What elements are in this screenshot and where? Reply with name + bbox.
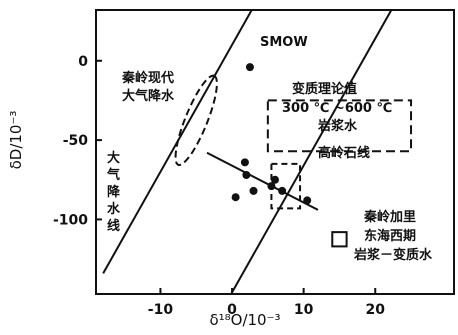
y-axis-title: δD/10⁻³ xyxy=(7,111,25,170)
data-point-0 xyxy=(245,63,254,72)
y-tick-label-2: -100 xyxy=(53,212,88,228)
theoretical-field-label-2: 300 ℃ ~600 ℃ xyxy=(282,101,392,116)
qinling-meteoric-label-1: 秦岭现代 xyxy=(121,70,174,86)
tie-line xyxy=(206,151,319,211)
x-tick-label-2: 10 xyxy=(294,302,314,318)
x-axis-title: δ¹⁸O/10⁻³ xyxy=(209,311,280,329)
data-point-4 xyxy=(271,175,279,184)
meteoric-line-char-2: 气 xyxy=(107,167,120,183)
data-point-2 xyxy=(242,171,251,180)
meteoric-line-char-5: 线 xyxy=(107,218,120,234)
meteoric-line-char-1: 大 xyxy=(107,150,120,166)
data-point-3 xyxy=(267,182,276,191)
smow-label: SMOW xyxy=(260,35,308,50)
magmatic-water-field xyxy=(270,162,302,210)
data-point-6 xyxy=(249,186,258,195)
caledonian-field xyxy=(331,231,348,248)
y-tick-label-1: -50 xyxy=(63,133,89,149)
points-layer xyxy=(231,63,312,205)
caledonian-label-3: 岩浆－变质水 xyxy=(353,247,433,263)
qinling-meteoric-field xyxy=(174,74,218,166)
data-point-5 xyxy=(231,193,240,202)
qinling-meteoric-label-2: 大气降水 xyxy=(122,88,175,104)
theoretical-field-label-1: 变质理论值 xyxy=(292,81,357,97)
data-point-8 xyxy=(303,196,312,205)
theoretical-field xyxy=(266,99,413,153)
meteoric-line-char-4: 水 xyxy=(107,201,121,217)
data-point-7 xyxy=(278,186,287,195)
x-tick-label-0: -10 xyxy=(148,302,174,318)
caledonian-label-2: 东海西期 xyxy=(364,228,416,244)
kaolinite-line xyxy=(229,10,393,294)
magmatic-water-label: 岩浆水 xyxy=(317,118,358,134)
plot-frame xyxy=(95,9,455,295)
x-tick-label-1: 0 xyxy=(227,302,237,318)
x-tick-label-3: 20 xyxy=(365,302,385,318)
y-tick-label-0: 0 xyxy=(78,54,88,70)
caledonian-label-1: 秦岭加里 xyxy=(363,209,416,225)
data-point-1 xyxy=(240,158,249,167)
meteoric-water-line xyxy=(102,10,253,274)
ticks-layer: -10 0 10 200-50-100 xyxy=(53,54,385,318)
meteoric-line-char-3: 降 xyxy=(107,184,121,200)
kaolinite-line-label: 高岭石线 xyxy=(318,145,370,161)
